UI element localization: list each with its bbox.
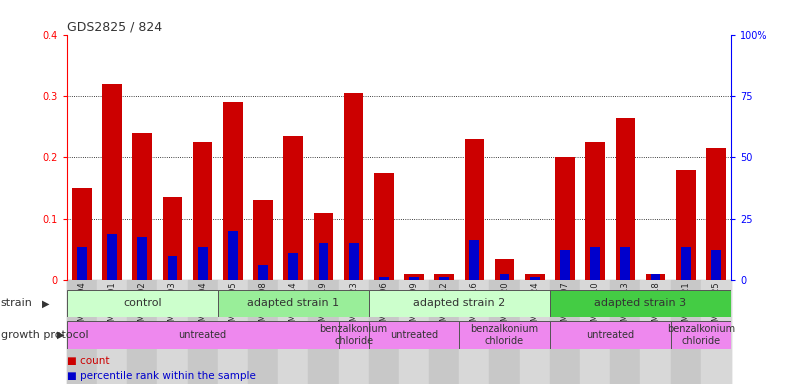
Text: untreated: untreated: [390, 330, 438, 340]
Bar: [218, 280, 248, 384]
Text: control: control: [123, 298, 162, 308]
Bar: [550, 290, 731, 317]
Bar: [67, 280, 731, 384]
Text: adapted strain 2: adapted strain 2: [413, 298, 505, 308]
Bar: [67, 321, 339, 349]
Text: untreated: untreated: [586, 330, 634, 340]
Bar: [429, 280, 459, 384]
Bar: [530, 277, 540, 280]
Bar: [157, 280, 188, 384]
Bar: [645, 274, 665, 280]
Bar: [349, 243, 358, 280]
Bar: [288, 253, 298, 280]
Bar: [701, 280, 731, 384]
Bar: [369, 321, 459, 349]
Bar: [520, 280, 550, 384]
Bar: [339, 280, 369, 384]
Bar: [369, 290, 550, 317]
Bar: [550, 280, 580, 384]
Bar: [127, 280, 157, 384]
Bar: [651, 274, 660, 280]
Bar: [218, 290, 369, 317]
Bar: [711, 250, 721, 280]
Bar: [77, 247, 86, 280]
Text: benzalkonium
chloride: benzalkonium chloride: [667, 324, 735, 346]
Bar: [555, 157, 575, 280]
Text: adapted strain 3: adapted strain 3: [594, 298, 686, 308]
Bar: [248, 280, 278, 384]
Bar: [409, 277, 419, 280]
Bar: [490, 280, 520, 384]
Bar: [439, 277, 449, 280]
Text: adapted strain 1: adapted strain 1: [247, 298, 340, 308]
Bar: [670, 280, 701, 384]
Text: GDS2825 / 824: GDS2825 / 824: [67, 20, 162, 33]
Bar: [258, 265, 268, 280]
Bar: [67, 290, 218, 317]
Text: untreated: untreated: [178, 330, 226, 340]
Bar: [72, 188, 92, 280]
Bar: [228, 231, 237, 280]
Bar: [620, 247, 630, 280]
Bar: [138, 237, 147, 280]
Bar: [590, 247, 600, 280]
Bar: [459, 321, 550, 349]
Bar: [102, 84, 122, 280]
Text: benzalkonium
chloride: benzalkonium chloride: [471, 324, 538, 346]
Bar: [107, 234, 117, 280]
Bar: [223, 102, 243, 280]
Bar: [550, 321, 670, 349]
Bar: [278, 280, 308, 384]
Text: benzalkonium
chloride: benzalkonium chloride: [320, 324, 387, 346]
Bar: [610, 280, 641, 384]
Text: ▶: ▶: [57, 330, 64, 340]
Bar: [339, 321, 369, 349]
Bar: [641, 280, 670, 384]
Bar: [374, 173, 394, 280]
Text: strain: strain: [1, 298, 33, 308]
Bar: [308, 280, 339, 384]
Bar: [435, 274, 454, 280]
Bar: [469, 240, 479, 280]
Text: ▶: ▶: [42, 298, 50, 308]
Bar: [494, 259, 514, 280]
Bar: [133, 133, 152, 280]
Bar: [97, 280, 127, 384]
Text: ■ count: ■ count: [67, 356, 109, 366]
Bar: [459, 280, 490, 384]
Bar: [163, 197, 182, 280]
Bar: [706, 148, 725, 280]
Bar: [193, 142, 212, 280]
Bar: [681, 247, 691, 280]
Bar: [586, 142, 605, 280]
Bar: [253, 200, 273, 280]
Bar: [343, 93, 363, 280]
Bar: [615, 118, 635, 280]
Bar: [404, 274, 424, 280]
Text: ■ percentile rank within the sample: ■ percentile rank within the sample: [67, 371, 255, 381]
Bar: [670, 321, 731, 349]
Bar: [465, 139, 484, 280]
Bar: [676, 170, 696, 280]
Bar: [560, 250, 570, 280]
Bar: [67, 280, 97, 384]
Bar: [284, 136, 303, 280]
Bar: [188, 280, 218, 384]
Bar: [314, 213, 333, 280]
Bar: [318, 243, 329, 280]
Bar: [379, 277, 389, 280]
Bar: [399, 280, 429, 384]
Bar: [167, 256, 178, 280]
Bar: [198, 247, 208, 280]
Bar: [580, 280, 610, 384]
Text: growth protocol: growth protocol: [1, 330, 88, 340]
Bar: [525, 274, 545, 280]
Bar: [500, 274, 509, 280]
Bar: [369, 280, 399, 384]
